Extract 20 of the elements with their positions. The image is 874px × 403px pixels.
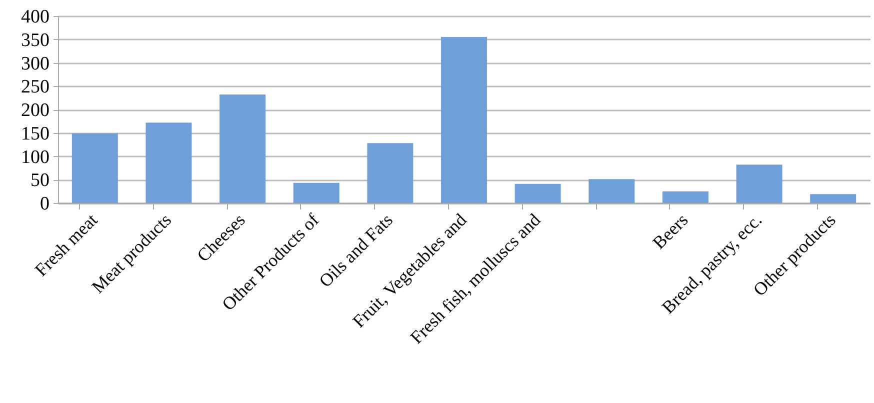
y-tick-label: 300 <box>21 53 50 74</box>
y-tick-label: 350 <box>21 30 50 51</box>
bar <box>736 164 782 203</box>
bar <box>441 37 487 203</box>
bar <box>514 184 561 203</box>
bar <box>146 122 192 203</box>
y-tick-label: 150 <box>21 123 50 144</box>
y-tick-label: 200 <box>21 100 50 121</box>
y-tick-label: 400 <box>21 6 50 28</box>
bar <box>662 191 708 203</box>
y-tick-label: 0 <box>40 194 50 214</box>
y-tick-label: 50 <box>30 170 50 192</box>
bar <box>72 133 118 203</box>
bar <box>810 194 856 203</box>
bar <box>588 179 635 203</box>
bar <box>220 94 266 203</box>
bar <box>367 143 414 203</box>
y-tick-label: 250 <box>21 76 50 98</box>
y-tick-label: 100 <box>21 146 50 168</box>
bar <box>293 182 340 203</box>
